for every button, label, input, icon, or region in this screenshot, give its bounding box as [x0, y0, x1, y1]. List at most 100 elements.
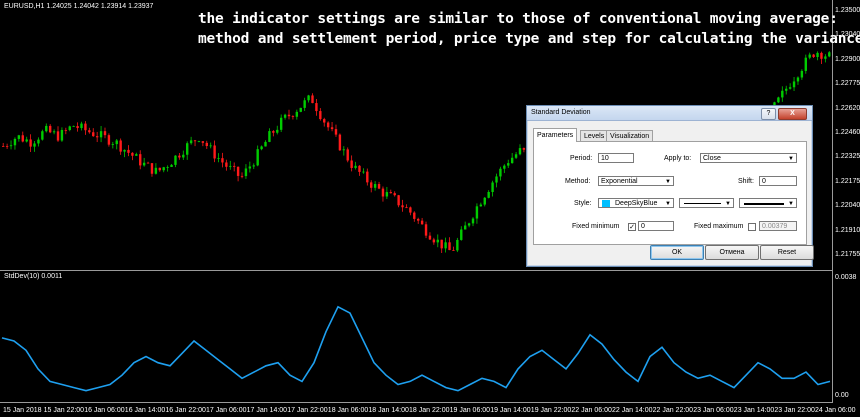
fixed-minimum-input[interactable]: 0 [638, 221, 674, 231]
candle-body [213, 145, 216, 159]
candle-body [178, 155, 181, 158]
help-button[interactable]: ? [761, 108, 776, 120]
apply-to-select[interactable]: Close [700, 153, 797, 163]
candle-body [495, 176, 498, 183]
candle-body [479, 204, 483, 207]
line-width-select[interactable] [739, 198, 797, 208]
candle-body [342, 149, 346, 151]
candle-body [229, 165, 232, 167]
candle-body [174, 155, 177, 165]
indicator-tick-label: 0.0038 [835, 274, 857, 281]
candle-body [354, 165, 357, 168]
tab-parameters[interactable]: Parameters [533, 128, 578, 142]
time-tick-label: 22 Jan 14:00 [612, 407, 653, 414]
candle-body [420, 220, 424, 225]
candle-body [2, 146, 5, 147]
fixed-minimum-label: Fixed minimum [572, 223, 620, 230]
candle-body [221, 158, 224, 163]
color-swatch [602, 200, 610, 207]
candle-body [777, 97, 780, 103]
fixed-maximum-checkbox[interactable] [748, 223, 756, 231]
candle-body [522, 148, 526, 150]
time-tick-label: 19 Jan 22:00 [530, 407, 572, 414]
candle-body [788, 87, 792, 89]
candle-body [401, 205, 404, 208]
candle-body [417, 218, 420, 221]
candle-body [52, 131, 56, 133]
candle-body [182, 154, 185, 158]
dialog-titlebar[interactable]: Standard Deviation ? X [527, 106, 812, 121]
candle-body [444, 242, 447, 249]
candle-body [303, 100, 306, 108]
candle-body [514, 154, 518, 158]
candle-body [334, 129, 338, 135]
candle-body [804, 57, 807, 71]
candle-body [487, 191, 490, 198]
candle-body [518, 148, 522, 155]
candle-body [491, 182, 494, 192]
candle-body [111, 144, 115, 145]
candle-body [295, 111, 299, 117]
line-style-sample [684, 203, 721, 204]
period-input[interactable]: 10 [598, 153, 634, 163]
candle-body [256, 149, 259, 166]
price-tick-label: 1.23040 [835, 31, 860, 39]
style-color-select[interactable]: DeepSkyBlue [598, 198, 674, 208]
cancel-button[interactable]: Отмена [705, 245, 759, 260]
ok-button[interactable]: OK [650, 245, 704, 260]
method-select[interactable]: Exponential [598, 176, 674, 186]
candle-body [240, 175, 244, 177]
candle-body [41, 131, 44, 140]
candle-body [244, 168, 248, 177]
candle-body [76, 126, 79, 129]
candle-body [330, 127, 334, 130]
reset-button[interactable]: Reset [760, 245, 814, 260]
candle-body [283, 114, 287, 118]
candle-body [456, 239, 459, 251]
tab-visualization[interactable]: Visualization [606, 130, 654, 142]
fixed-minimum-checkbox[interactable]: ✓ [628, 223, 636, 231]
candle-body [186, 143, 189, 155]
shift-input[interactable]: 0 [759, 176, 797, 186]
candle-body [150, 163, 154, 174]
candle-body [370, 182, 373, 188]
line-style-select[interactable] [679, 198, 734, 208]
candle-body [812, 54, 815, 57]
time-tick-label: 24 Jan 06:00 [815, 407, 856, 414]
time-tick-label: 22 Jan 22:00 [652, 407, 694, 414]
candle-body [463, 225, 467, 230]
candle-body [193, 140, 197, 142]
caption-line-2: method and settlement period, price type… [198, 31, 860, 47]
chart-title: EURUSD,H1 1.24025 1.24042 1.23914 1.2393… [4, 3, 154, 10]
candle-body [154, 167, 158, 174]
candle-body [397, 195, 400, 206]
close-button[interactable]: X [778, 108, 807, 120]
fixed-maximum-input[interactable]: 0.00379 [759, 221, 797, 231]
candle-body [272, 131, 275, 133]
candle-body [166, 166, 169, 168]
time-tick-label: 19 Jan 06:00 [449, 407, 491, 414]
candle-body [201, 141, 205, 143]
candle-body [405, 207, 408, 209]
method-label: Method: [565, 178, 591, 185]
candle-body [350, 160, 353, 168]
time-tick-label: 18 Jan 06:00 [327, 407, 369, 414]
candle-body [291, 116, 295, 117]
candle-body [127, 149, 130, 153]
candle-body [373, 184, 377, 188]
candle-body [279, 117, 283, 130]
candle-body [389, 192, 392, 194]
time-tick-label: 15 Jan 22:00 [43, 407, 85, 414]
candle-body [413, 212, 416, 219]
candle-body [346, 149, 349, 161]
candle-body [307, 95, 310, 101]
candle-body [785, 88, 788, 91]
candle-body [428, 235, 432, 240]
candle-body [21, 135, 24, 142]
apply-to-label: Apply to: [664, 155, 692, 162]
candle-body [131, 152, 134, 156]
candle-body [13, 138, 17, 146]
candle-body [252, 165, 255, 167]
candle-body [507, 163, 510, 166]
time-tick-label: 16 Jan 14:00 [124, 407, 166, 414]
